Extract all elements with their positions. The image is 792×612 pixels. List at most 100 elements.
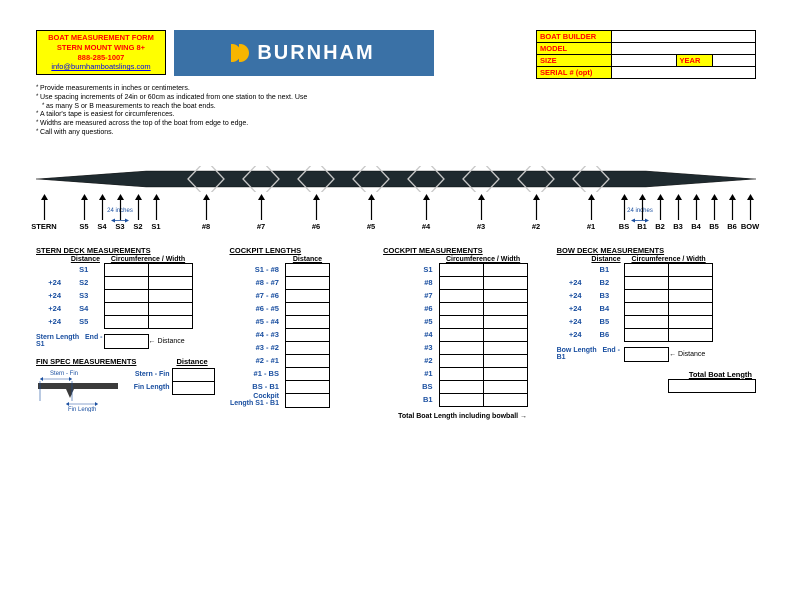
width-input[interactable] [483, 302, 527, 315]
position-label: B5 [709, 222, 719, 231]
meta-model-input[interactable] [612, 43, 756, 55]
circ-input[interactable] [439, 341, 483, 354]
meta-serial-input[interactable] [612, 67, 756, 79]
length-input[interactable] [285, 263, 329, 276]
circ-input[interactable] [625, 276, 669, 289]
circ-input[interactable] [439, 302, 483, 315]
width-input[interactable] [669, 276, 713, 289]
cockpit-length-input[interactable] [285, 393, 329, 407]
circ-input[interactable] [625, 263, 669, 276]
row-label: BS [383, 380, 439, 393]
width-input[interactable] [483, 315, 527, 328]
length-input[interactable] [285, 315, 329, 328]
row-label: S4 [64, 302, 104, 315]
length-input[interactable] [285, 289, 329, 302]
stern-length-label: Stern Length End - S1 [36, 334, 104, 348]
meta-builder-label: BOAT BUILDER [537, 31, 612, 43]
width-input[interactable] [148, 263, 192, 276]
width-input[interactable] [669, 289, 713, 302]
circ-input[interactable] [439, 263, 483, 276]
bow-length-input[interactable] [625, 347, 669, 361]
instruction-line: A tailor's tape is easiest for circumfer… [36, 111, 756, 120]
width-input[interactable] [148, 315, 192, 328]
circ-input[interactable] [439, 276, 483, 289]
fin-input[interactable] [173, 381, 215, 394]
length-input[interactable] [285, 341, 329, 354]
width-input[interactable] [483, 354, 527, 367]
circ-input[interactable] [625, 328, 669, 341]
meta-year-input[interactable] [713, 55, 756, 67]
form-title-box: BOAT MEASUREMENT FORM STERN MOUNT WING 8… [36, 30, 166, 75]
width-input[interactable] [148, 302, 192, 315]
width-input[interactable] [669, 302, 713, 315]
circ-input[interactable] [104, 315, 148, 328]
circ-input[interactable] [104, 276, 148, 289]
width-input[interactable] [483, 276, 527, 289]
position-arrow [714, 194, 715, 220]
length-input[interactable] [285, 328, 329, 341]
row-dist: +24 [557, 289, 585, 302]
boat-diagram: STERNS5S424 inchesS3S2S1#8#7#6#5#4#3#2#1… [36, 150, 756, 240]
length-input[interactable] [285, 302, 329, 315]
cockpit-len-hdr: Distance [285, 256, 329, 263]
width-input[interactable] [483, 380, 527, 393]
circ-input[interactable] [625, 315, 669, 328]
circ-input[interactable] [104, 289, 148, 302]
position-arrow [84, 194, 85, 220]
position-label: #5 [367, 222, 375, 231]
fin-input[interactable] [173, 368, 215, 381]
row-label: B2 [585, 276, 625, 289]
width-input[interactable] [669, 315, 713, 328]
row-dist: +24 [36, 276, 64, 289]
position-label: #7 [257, 222, 265, 231]
length-input[interactable] [285, 380, 329, 393]
position-label: #6 [312, 222, 320, 231]
stern-length-input[interactable] [104, 334, 148, 348]
circ-input[interactable] [439, 315, 483, 328]
total-boat-length-input[interactable] [668, 379, 756, 393]
row-label: #7 [383, 289, 439, 302]
width-input[interactable] [669, 328, 713, 341]
length-input[interactable] [285, 354, 329, 367]
position-arrow [44, 194, 45, 220]
row-label: #1 [383, 367, 439, 380]
width-input[interactable] [483, 341, 527, 354]
form-email-link[interactable]: info@burnhamboatslings.com [51, 62, 150, 71]
row-label: S2 [64, 276, 104, 289]
row-dist: +24 [36, 315, 64, 328]
circ-input[interactable] [439, 354, 483, 367]
position-label: #3 [477, 222, 485, 231]
width-input[interactable] [483, 328, 527, 341]
circ-input[interactable] [104, 302, 148, 315]
row-label: #6 [383, 302, 439, 315]
instruction-line: as many S or B measurements to reach the… [36, 103, 756, 112]
length-input[interactable] [285, 276, 329, 289]
width-input[interactable] [483, 393, 527, 406]
circ-input[interactable] [439, 328, 483, 341]
position-label: #4 [422, 222, 430, 231]
row-label: #3 [383, 341, 439, 354]
length-input[interactable] [285, 367, 329, 380]
width-input[interactable] [483, 263, 527, 276]
circ-input[interactable] [439, 367, 483, 380]
circ-input[interactable] [625, 289, 669, 302]
circ-input[interactable] [439, 289, 483, 302]
circ-input[interactable] [625, 302, 669, 315]
meta-serial-label: SERIAL # (opt) [537, 67, 612, 79]
row-label: #5 [383, 315, 439, 328]
meta-size-input[interactable] [612, 55, 676, 67]
row-dist [557, 263, 585, 276]
circ-input[interactable] [439, 380, 483, 393]
width-input[interactable] [669, 263, 713, 276]
meta-builder-input[interactable] [612, 31, 756, 43]
fin-dist-hdr: Distance [176, 357, 207, 366]
row-dist: +24 [557, 302, 585, 315]
row-label: #4 [383, 328, 439, 341]
width-input[interactable] [148, 289, 192, 302]
circ-input[interactable] [439, 393, 483, 406]
width-input[interactable] [148, 276, 192, 289]
position-label: S2 [133, 222, 142, 231]
width-input[interactable] [483, 289, 527, 302]
circ-input[interactable] [104, 263, 148, 276]
width-input[interactable] [483, 367, 527, 380]
